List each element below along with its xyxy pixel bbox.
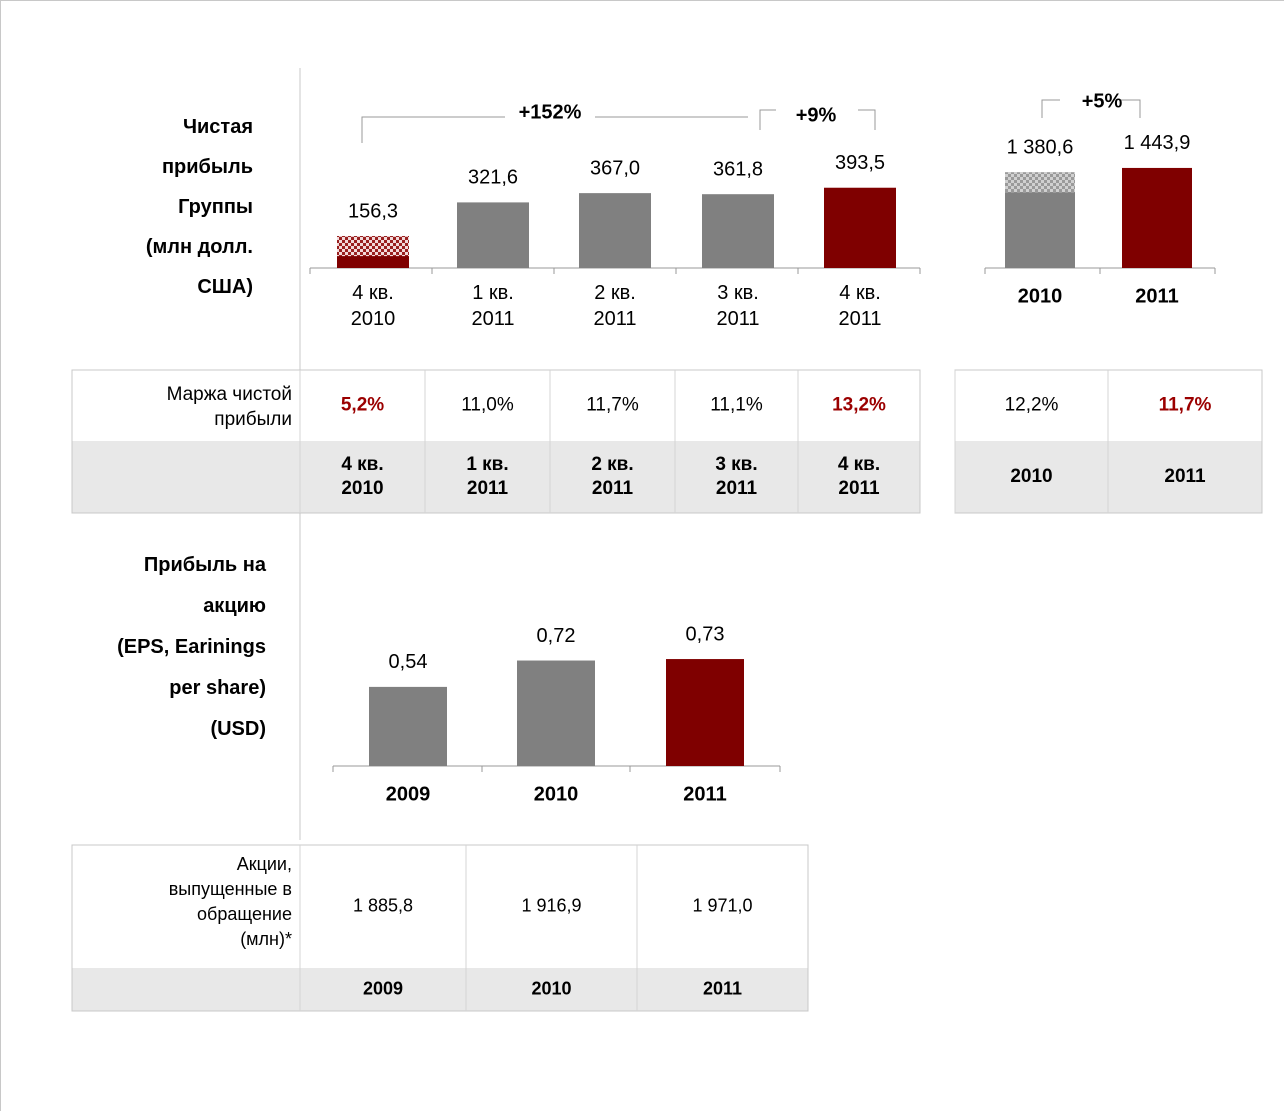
value-label: 0,72 <box>537 625 576 647</box>
table-value: 11,7% <box>586 395 639 416</box>
category-label: 1 кв. 2011 <box>471 282 514 330</box>
bracket <box>1041 99 1141 118</box>
row-label: Акции, выпущенные в обращение (млн)* <box>169 854 292 949</box>
value-label: 393,5 <box>835 152 885 174</box>
category-label: 2010 <box>1018 285 1063 307</box>
table-header-row <box>72 441 920 513</box>
value-label: 0,73 <box>686 623 725 645</box>
value-label: 0,54 <box>389 651 428 673</box>
annotation: +152% <box>519 101 582 123</box>
table-column: 2009 <box>363 978 403 998</box>
table-frame <box>71 844 809 1012</box>
table-column: 3 кв. 2011 <box>715 454 757 499</box>
table-value: 1 916,9 <box>521 895 581 915</box>
bar <box>824 187 896 268</box>
table-column: 4 кв. 2010 <box>341 454 383 499</box>
bar <box>702 194 774 268</box>
value-label: 367,0 <box>590 157 640 179</box>
table-frame <box>71 369 921 514</box>
value-label: 156,3 <box>348 200 398 222</box>
bar <box>369 686 447 766</box>
annotation: +5% <box>1082 90 1123 112</box>
table-column: 2011 <box>1164 466 1206 487</box>
row-label: Маржа чистой прибыли <box>167 384 292 430</box>
table-column: 2010 <box>531 978 571 998</box>
bar <box>666 659 744 766</box>
chart-label: Чистая прибыль Группы (млн долл. США) <box>146 116 253 298</box>
table-header-row <box>72 968 808 1011</box>
category-label: 2011 <box>683 783 726 805</box>
category-label: 4 кв. 2011 <box>838 282 881 330</box>
category-label: 4 кв. 2010 <box>351 282 396 330</box>
table-column: 4 кв. 2011 <box>838 454 880 499</box>
bar <box>457 202 529 268</box>
bar <box>517 660 595 766</box>
bar <box>1122 167 1192 268</box>
value-label: 1 380,6 <box>1007 137 1074 159</box>
table-value: 11,7% <box>1159 395 1212 416</box>
bracket <box>361 116 748 143</box>
category-label: 2010 <box>534 783 579 805</box>
annotation: +9% <box>796 104 837 126</box>
category-label: 3 кв. 2011 <box>716 282 759 330</box>
value-label: 321,6 <box>468 167 518 189</box>
bar-hatch <box>337 236 409 257</box>
table-column: 2011 <box>703 978 742 998</box>
bracket <box>759 109 876 130</box>
table-value: 5,2% <box>341 395 384 416</box>
category-label: 2011 <box>1135 285 1178 307</box>
value-label: 361,8 <box>713 158 763 180</box>
table-value: 1 971,0 <box>692 895 752 915</box>
table-value: 1 885,8 <box>353 895 413 915</box>
table-column: 2 кв. 2011 <box>591 454 633 499</box>
table-column: 1 кв. 2011 <box>466 454 508 499</box>
category-label: 2009 <box>386 783 431 805</box>
table-value: 13,2% <box>832 395 886 416</box>
chart-label: Прибыль на акцию (EPS, Earinings per share)… <box>117 554 267 740</box>
value-label: 1 443,9 <box>1124 132 1191 154</box>
table-value: 11,1% <box>710 395 763 416</box>
table-column: 2010 <box>1010 466 1052 487</box>
table-value: 12,2% <box>1005 395 1059 416</box>
bar-hatch <box>1005 172 1075 193</box>
table-value: 11,0% <box>461 395 514 416</box>
category-label: 2 кв. 2011 <box>593 282 636 330</box>
bar <box>579 193 651 268</box>
